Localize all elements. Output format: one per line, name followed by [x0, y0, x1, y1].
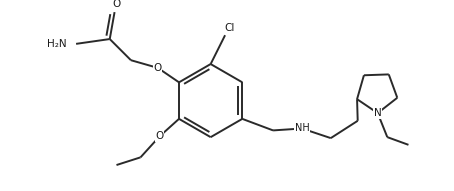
Text: N: N [374, 108, 381, 118]
Text: O: O [112, 0, 121, 9]
Text: O: O [154, 63, 162, 73]
Text: NH: NH [295, 124, 309, 134]
Text: H₂N: H₂N [47, 39, 66, 49]
Text: Cl: Cl [225, 23, 235, 32]
Text: O: O [156, 131, 164, 141]
